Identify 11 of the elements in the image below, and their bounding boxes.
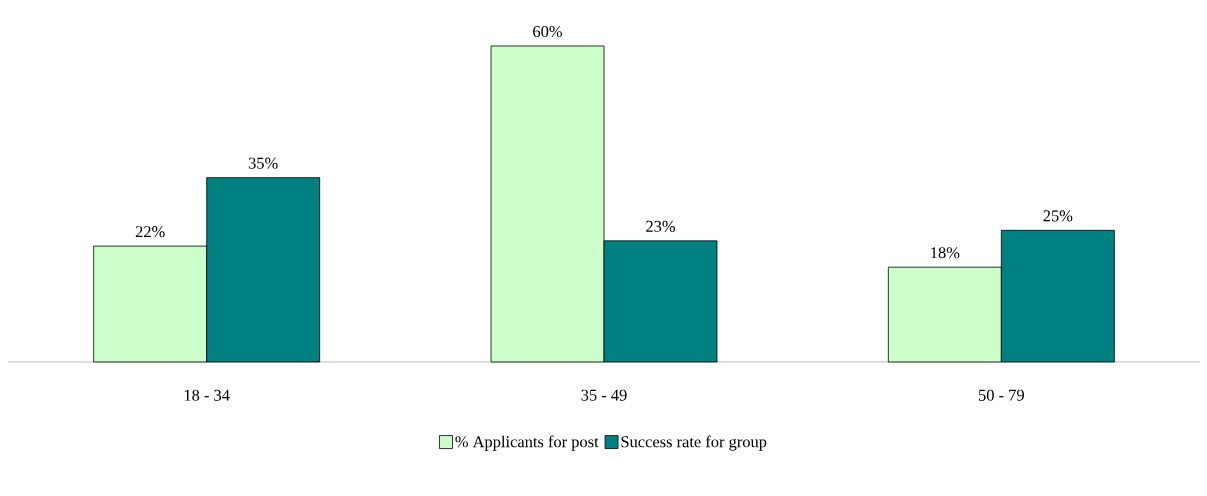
x-tick-label: 50 - 79	[979, 389, 1024, 401]
data-label: 18%	[931, 247, 960, 259]
legend-label: Success rate for group	[621, 435, 767, 451]
data-label: 22%	[135, 226, 165, 238]
x-tick-label: 18 - 34	[184, 389, 230, 401]
x-tick-label: 35 - 49	[581, 389, 627, 401]
data-label: 23%	[646, 220, 675, 232]
data-label: 25%	[1043, 210, 1073, 222]
data-label: 35%	[248, 157, 278, 169]
data-label: 60%	[533, 25, 562, 38]
legend-label: % Applicants for post	[455, 435, 599, 451]
